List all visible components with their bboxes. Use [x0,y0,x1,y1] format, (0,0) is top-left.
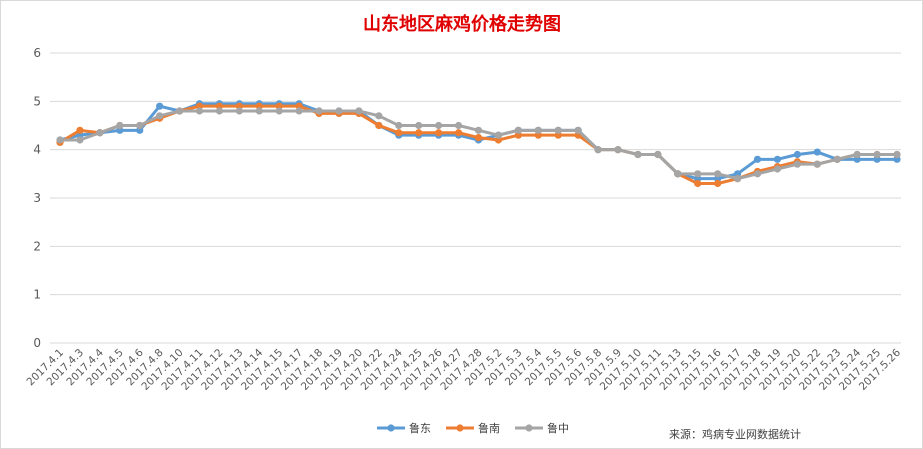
data-point [873,150,881,159]
data-point [175,107,184,115]
gridlines [50,52,901,344]
data-point [395,129,403,137]
data-point [514,126,522,134]
data-point [275,107,283,115]
data-point [773,155,782,163]
data-point [694,179,702,188]
data-point [156,112,164,120]
data-point [335,107,343,115]
series-鲁南 [56,102,901,188]
data-point [574,126,582,134]
y-tick-label: 0 [33,336,41,350]
y-tick-label: 4 [33,143,41,157]
y-tick-label: 1 [33,288,41,302]
chart-title: 山东地区麻鸡价格走势图 [363,13,561,35]
data-point [76,136,84,144]
data-point [813,148,821,156]
data-point [156,102,164,110]
data-point [694,170,702,178]
data-point [833,155,841,163]
data-point [255,107,263,115]
data-point [435,121,443,130]
series-鲁中 [56,107,901,183]
data-point [594,146,602,154]
legend-label: 鲁中 [547,421,569,435]
data-point [454,129,463,137]
legend-marker [525,424,533,432]
data-point [793,160,801,168]
data-point [614,146,622,154]
data-point [494,131,503,139]
y-tick-label: 6 [33,46,41,60]
data-point [56,136,64,144]
y-tick-label: 5 [33,94,41,108]
legend-label: 鲁南 [478,421,500,435]
data-point [395,121,403,130]
data-point [753,170,762,178]
data-point [375,121,383,130]
data-point [893,150,901,159]
data-point [714,179,722,188]
data-point [315,107,323,115]
data-point [813,160,821,168]
legend-marker [387,424,395,432]
data-point [714,170,722,178]
data-point [375,112,383,120]
data-point [295,107,303,115]
legend-label: 鲁东 [409,421,431,435]
data-point [793,150,801,159]
source-note: 来源：鸡病专业网数据统计 [669,427,801,441]
data-point [634,150,642,159]
data-point [235,107,243,115]
data-point [554,126,562,134]
data-point [733,175,742,183]
data-point [195,107,204,115]
data-point [474,126,483,134]
data-point [674,170,682,178]
data-point [76,126,84,134]
data-point [753,155,762,163]
data-point [454,121,463,130]
data-point [96,129,104,137]
data-point [415,121,423,130]
data-point [415,129,423,137]
data-point [116,121,124,130]
y-tick-label: 2 [33,239,41,253]
data-point [435,129,443,137]
x-axis: 2017.4.12017.4.32017.4.42017.4.52017.4.6… [25,346,904,393]
data-point [654,150,662,159]
data-point [215,107,224,115]
data-point [355,107,363,115]
data-point [534,126,542,134]
data-point [136,121,144,130]
data-point [773,165,782,173]
legend-marker [456,424,464,432]
data-point [853,150,861,159]
legend: 鲁东 鲁南 鲁中 [377,421,569,435]
y-axis: 0 1 2 3 4 5 6 [33,46,41,350]
y-tick-label: 3 [33,191,41,205]
series-group [56,100,901,188]
data-point [474,133,483,142]
